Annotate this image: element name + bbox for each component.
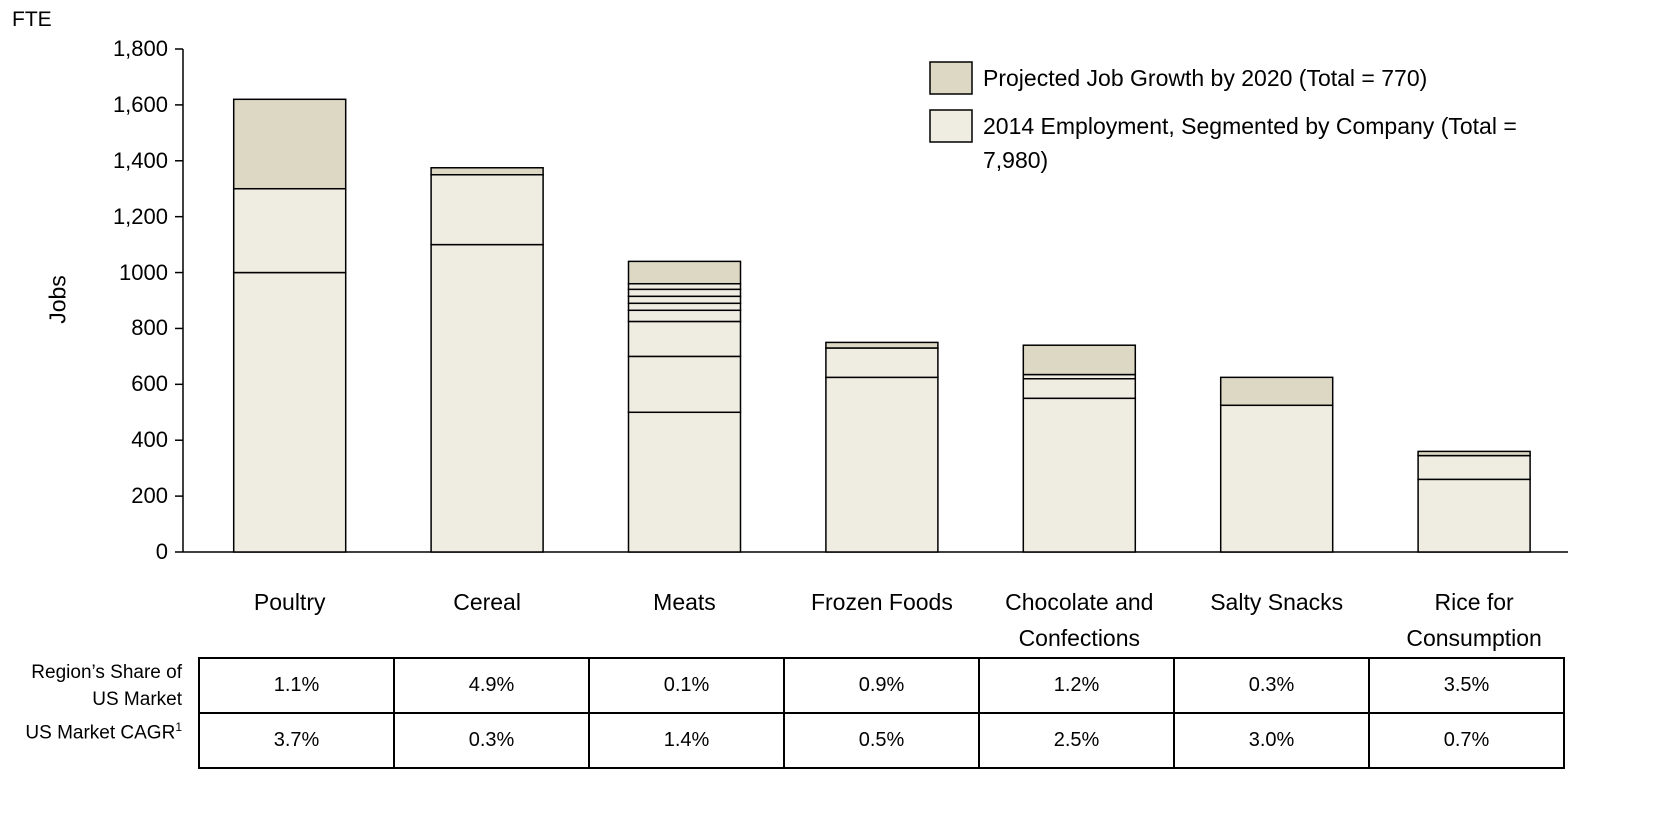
table-cell-text: 4.9% <box>468 674 515 696</box>
legend-label: Projected Job Growth by 2020 (Total = 77… <box>983 65 1428 91</box>
legend-swatch <box>929 61 973 95</box>
bar-segment <box>1219 376 1334 407</box>
bar-segment <box>627 302 742 312</box>
bar-segment <box>232 271 347 553</box>
bar-segment <box>627 320 742 358</box>
bar-segment <box>1417 450 1531 457</box>
unit-label: FTE <box>12 8 52 31</box>
row-label-text: US Market CAGR <box>25 722 176 744</box>
x-tick-label: Meats <box>653 589 716 615</box>
bar-segment <box>1022 377 1137 400</box>
x-tick-label: Frozen Foods <box>810 589 953 615</box>
y-tick-label: 1,800 <box>112 36 168 61</box>
y-tick-label: 200 <box>131 483 168 509</box>
table-cell-text: 0.3% <box>468 729 515 751</box>
y-tick-label: 600 <box>131 371 168 397</box>
footnote-mark: 1 <box>175 720 182 734</box>
x-tick-label: Salty Snacks <box>1210 589 1344 615</box>
x-tick-label: Chocolate and Confections <box>1005 589 1154 651</box>
table-cell-text: 2.5% <box>1053 729 1100 751</box>
y-tick-label: 0 <box>155 539 168 564</box>
table-cell-text: 0.7% <box>1443 729 1490 751</box>
bar-segment <box>627 295 742 305</box>
bar-segment <box>627 411 742 553</box>
bar-segment <box>825 376 939 553</box>
bar-segment <box>1219 404 1334 553</box>
bar-segment <box>627 260 742 285</box>
table-cell-text: 0.5% <box>858 729 905 751</box>
table-cell-text: 1.2% <box>1053 674 1100 696</box>
table-cell <box>1368 712 1565 769</box>
bar-segment <box>430 243 544 553</box>
y-tick-label: 1,600 <box>112 91 168 117</box>
table-cell-text: 0.9% <box>858 674 905 696</box>
table-cell-text: 0.1% <box>663 674 710 696</box>
y-tick-label: 400 <box>131 427 168 453</box>
row-label: US Market CAGR1 <box>2 714 182 746</box>
x-tick-label: Rice for Consumption <box>1406 589 1542 651</box>
x-tick-label: Cereal <box>453 589 521 615</box>
bar-segment <box>627 355 742 414</box>
y-tick-label: 1,400 <box>112 147 168 173</box>
table-cell-text: 3.7% <box>273 729 320 751</box>
row-label-text: Region’s Share of US Market <box>31 662 182 710</box>
legend-label: 2014 Employment, Segmented by Company (T… <box>983 113 1517 173</box>
bar-segment <box>430 167 544 176</box>
bar-segment <box>825 347 939 379</box>
table-cell-text: 3.0% <box>1248 729 1295 751</box>
bar-segment <box>627 288 742 298</box>
table-cell-text: 3.5% <box>1443 674 1490 696</box>
bar-segment <box>1417 454 1531 481</box>
bar-segment <box>1417 478 1531 553</box>
bar-segment <box>430 174 544 246</box>
bar-segment <box>627 282 742 291</box>
x-tick-label: Poultry <box>253 589 326 615</box>
bar-segment <box>627 309 742 323</box>
y-tick-label: 1000 <box>119 259 168 285</box>
bar-segment <box>1022 344 1137 376</box>
table-cell-text: 1.1% <box>273 674 320 696</box>
bar-segment <box>1022 397 1137 553</box>
bar-segment <box>825 341 939 349</box>
y-tick-label: 1,200 <box>112 203 168 229</box>
bar-segment <box>232 187 347 274</box>
bar-segment <box>232 98 347 190</box>
table-cell-text: 1.4% <box>663 729 710 751</box>
legend-swatch <box>929 109 973 143</box>
y-tick-label: 800 <box>131 315 168 341</box>
row-label: Region’s Share of US Market <box>2 659 182 713</box>
table-cell-text: 0.3% <box>1248 674 1295 696</box>
